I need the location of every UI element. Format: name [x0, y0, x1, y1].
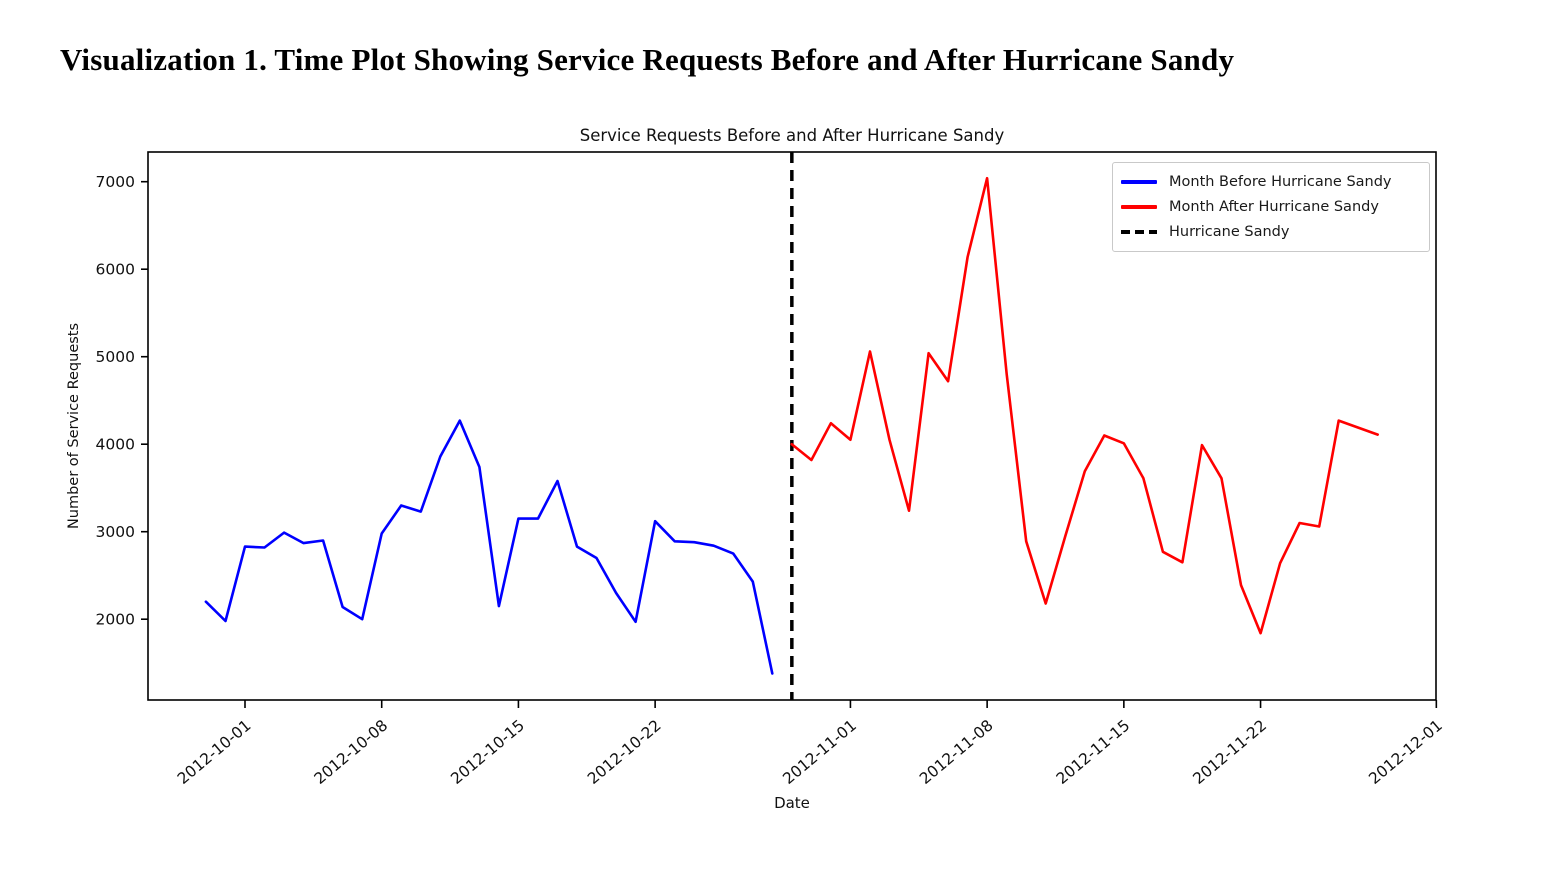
y-tick-label: 3000	[96, 523, 135, 541]
x-tick-label: 2012-10-22	[584, 716, 665, 788]
chart-title: Service Requests Before and After Hurric…	[579, 126, 1005, 145]
y-tick-label: 5000	[96, 348, 135, 366]
x-tick-label: 2012-11-08	[916, 716, 997, 788]
legend-item-sandy: Hurricane Sandy	[1121, 219, 1421, 244]
x-tick-label: 2012-10-01	[174, 716, 255, 788]
legend-label: Hurricane Sandy	[1169, 223, 1290, 240]
legend-item-before: Month Before Hurricane Sandy	[1121, 169, 1421, 194]
x-tick-label: 2012-11-15	[1053, 716, 1134, 788]
x-tick-label: 2012-10-08	[311, 716, 392, 788]
y-tick-label: 4000	[96, 436, 135, 454]
series-line-after	[790, 176, 1379, 635]
x-tick-label: 2012-11-22	[1190, 716, 1271, 788]
x-tick-label: 2012-11-01	[779, 716, 860, 788]
series-line-before	[204, 419, 774, 675]
legend-line-blue-icon	[1121, 179, 1157, 184]
x-tick-label: 2012-12-01	[1365, 716, 1446, 788]
legend-label: Month Before Hurricane Sandy	[1169, 173, 1392, 190]
y-tick-label: 6000	[96, 261, 135, 279]
y-tick-label: 7000	[96, 173, 135, 191]
legend-dashed-line-icon	[1121, 229, 1157, 234]
y-tick-label: 2000	[96, 611, 135, 629]
legend: Month Before Hurricane Sandy Month After…	[1112, 162, 1430, 252]
legend-label: Month After Hurricane Sandy	[1169, 198, 1379, 215]
legend-item-after: Month After Hurricane Sandy	[1121, 194, 1421, 219]
x-axis-label: Date	[774, 794, 810, 812]
legend-line-red-icon	[1121, 204, 1157, 209]
y-axis-label: Number of Service Requests	[66, 322, 82, 530]
page-title: Visualization 1. Time Plot Showing Servi…	[60, 42, 1235, 77]
x-tick-label: 2012-10-15	[447, 716, 528, 788]
